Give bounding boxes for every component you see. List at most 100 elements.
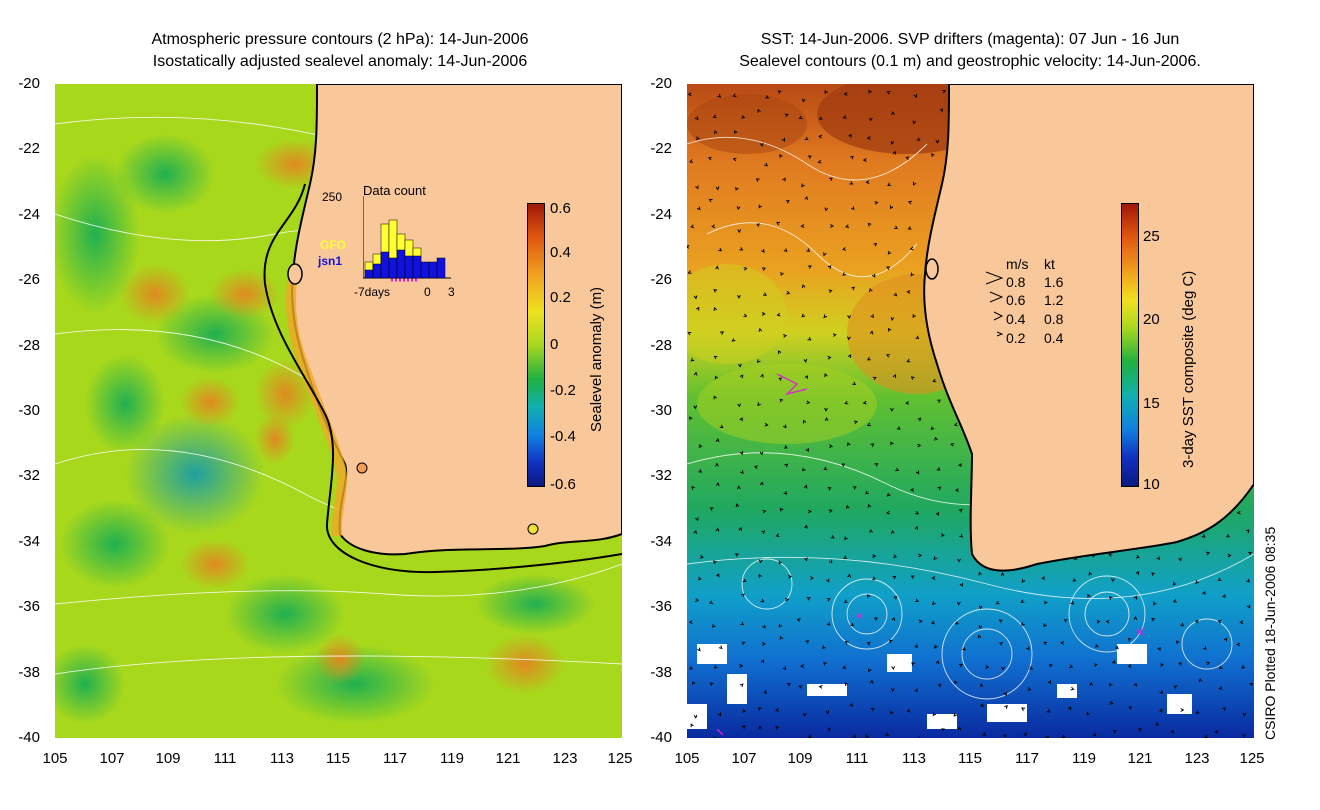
plot-credit: CSIRO Plotted 18-Jun-2006 08:35 [1262, 526, 1278, 740]
inset-ymax: 250 [322, 190, 343, 204]
velocity-arrow [739, 683, 744, 688]
x-tick: 107 [99, 750, 125, 767]
velocity-arrow [757, 402, 761, 407]
velocity-arrow [1151, 572, 1156, 576]
velocity-arrow [894, 225, 898, 230]
velocity-arrow [1203, 734, 1208, 738]
velocity-arrow [1138, 728, 1143, 732]
velocity-arrow [818, 134, 823, 139]
velocity-arrow [962, 646, 966, 651]
velocity-arrow [695, 598, 700, 602]
velocity-arrow [867, 594, 871, 599]
velocity-arrow [874, 201, 879, 205]
cbar-tick: 10 [1143, 476, 1160, 493]
velocity-arrow [1092, 732, 1097, 737]
velocity-arrow [740, 621, 745, 626]
velocity-arrow [688, 620, 693, 625]
velocity-arrow [957, 726, 962, 731]
velocity-arrow [807, 155, 812, 159]
velocity-arrow [1176, 640, 1180, 645]
velocity-arrow [756, 223, 761, 227]
velocity-arrow [717, 93, 722, 98]
velocity-arrow [841, 463, 846, 467]
y-tick: -34 [18, 533, 40, 550]
y-tick: -22 [18, 140, 40, 157]
velocity-arrow [818, 685, 823, 689]
velocity-arrow [1070, 686, 1075, 691]
velocity-arrow [695, 306, 700, 311]
velocity-arrow [873, 617, 878, 621]
velocity-arrow [866, 357, 871, 361]
velocity-arrow [823, 661, 827, 666]
velocity-arrow [829, 177, 833, 181]
velocity-arrow [1048, 663, 1053, 668]
velocity-arrow [868, 117, 873, 122]
velocity-arrow [691, 680, 696, 685]
legend-kt: 0.4 [1044, 330, 1064, 346]
velocity-arrow [1000, 572, 1005, 577]
legend-ms: 0.2 [1006, 330, 1026, 346]
velocity-arrow [906, 289, 911, 294]
velocity-arrow [1093, 663, 1098, 667]
velocity-arrow [978, 571, 982, 576]
velocity-arrow [868, 668, 872, 673]
velocity-arrow [869, 330, 874, 335]
velocity-arrow [827, 265, 832, 270]
y-tick: -30 [650, 402, 672, 419]
velocity-arrow [1206, 661, 1211, 666]
y-tick: -28 [650, 337, 672, 354]
velocity-arrow [1241, 664, 1246, 669]
velocity-arrow [865, 490, 869, 495]
velocity-arrow [757, 108, 761, 113]
velocity-arrow [1003, 733, 1007, 738]
velocity-arrow [998, 619, 1003, 623]
velocity-arrow [802, 712, 807, 717]
cbar-tick: -0.2 [550, 382, 576, 399]
velocity-arrow [1029, 666, 1034, 670]
velocity-arrow [804, 557, 808, 562]
velocity-arrow [1023, 732, 1027, 737]
velocity-arrow [715, 438, 720, 443]
velocity-arrow [995, 600, 1000, 605]
y-tick: -20 [18, 75, 40, 92]
velocity-arrow [758, 559, 763, 564]
velocity-arrow [1159, 663, 1164, 667]
velocity-arrow [1236, 510, 1241, 515]
y-tick: -22 [650, 140, 672, 157]
velocity-arrow [930, 153, 935, 158]
velocity-arrow [1021, 578, 1026, 583]
velocity-arrow [873, 242, 878, 247]
y-tick: -40 [650, 729, 672, 746]
velocity-arrow [690, 224, 695, 229]
velocity-arrow [764, 162, 768, 167]
velocity-arrow [737, 229, 742, 234]
velocity-arrow [890, 140, 895, 145]
velocity-arrow [807, 336, 812, 341]
velocity-arrow [959, 533, 963, 538]
y-tick: -26 [18, 271, 40, 288]
velocity-arrow [844, 400, 849, 405]
velocity-arrow [847, 315, 851, 320]
velocity-arrow [1246, 578, 1251, 583]
velocity-arrow [1239, 620, 1244, 625]
velocity-arrow [783, 445, 788, 449]
velocity-arrow [755, 178, 760, 182]
velocity-arrow [1133, 616, 1138, 621]
velocity-arrow [713, 130, 718, 135]
velocity-arrow [741, 115, 746, 119]
velocity-arrow [732, 157, 737, 162]
velocity-arrow [892, 575, 897, 580]
velocity-arrow [1043, 623, 1047, 628]
inset-bars [363, 196, 451, 282]
velocity-arrow [1025, 646, 1030, 651]
legend-kt: 1.6 [1044, 274, 1064, 290]
velocity-arrow [852, 734, 857, 738]
velocity-arrow [798, 115, 803, 120]
velocity-arrow [738, 363, 742, 368]
velocity-arrow [777, 90, 782, 94]
velocity-arrow [910, 272, 915, 277]
velocity-arrow [842, 665, 847, 669]
velocity-arrow [1108, 596, 1113, 600]
velocity-arrow [691, 486, 695, 490]
velocity-arrow [1242, 712, 1247, 717]
